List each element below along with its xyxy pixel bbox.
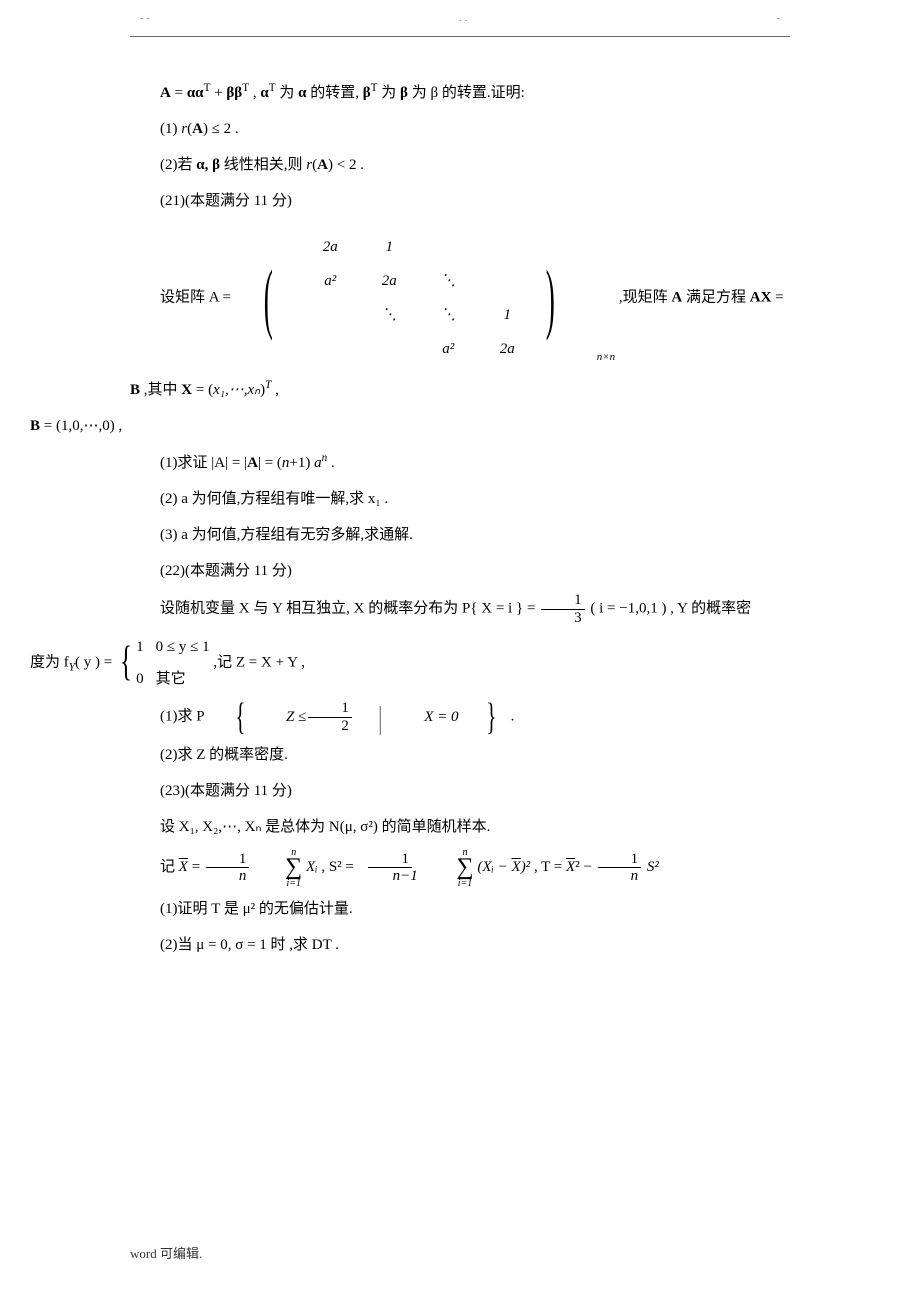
q22-title: (22)(本题满分 11 分) — [130, 556, 790, 586]
f1d: 3 — [541, 610, 585, 627]
q21-p1-c: . — [327, 455, 335, 471]
q20-t2: 的转置, — [306, 85, 362, 101]
hm-mid: . . — [459, 12, 467, 24]
q23-title: (23)(本题满分 11 分) — [130, 776, 790, 806]
q23-p2: (2)当 μ = 0, σ = 1 时 ,求 DT . — [130, 930, 790, 960]
q20-p1: (1) r(A) ≤ 2 . — [130, 114, 790, 144]
pa: (Xᵢ − — [477, 859, 511, 875]
q21-body: 设矩阵 A = ( 2a1 a²2a⋱ ⋱⋱1 a²2a ) n×n ,现矩阵 … — [130, 222, 790, 405]
m44: 2a — [470, 334, 515, 364]
q20-end: 为 β 的转置.证明: — [408, 85, 525, 101]
c2a: 0 — [136, 664, 144, 694]
f1n-d: n — [206, 868, 250, 885]
q23-p1: (1)证明 T 是 μ² 的无偏估计量. — [130, 894, 790, 924]
Ta: , T = — [534, 859, 566, 875]
m14 — [470, 232, 515, 262]
f3d: n — [598, 868, 642, 885]
m31 — [293, 300, 338, 330]
sum1: n∑i=1 — [255, 848, 302, 888]
m33: ⋱ — [411, 300, 456, 330]
s1l: i=1 — [256, 879, 301, 888]
fh-d: 2 — [308, 718, 352, 735]
f3n: 1 — [598, 851, 642, 869]
q21-title: (21)(本题满分 11 分) — [130, 186, 790, 216]
m21: a² — [293, 266, 338, 296]
header-marks: - - . . - — [130, 12, 790, 24]
q20-line1: A = ααT + ββT , αT 为 α 的转置, βT 为 β 为 β 的… — [130, 77, 790, 108]
header-rule — [130, 36, 790, 37]
X-inner: x₁,⋯,xₙ — [213, 382, 260, 398]
m22: 2a — [352, 266, 397, 296]
q21-pre: 设矩阵 A = — [160, 289, 235, 305]
page: - - . . - A = ααT + ββT , αT 为 α 的转置, βT… — [0, 0, 920, 1302]
hm-left: - - — [140, 12, 150, 24]
prob-brace: { Z ≤ 12 | X = 0 } — [208, 700, 507, 734]
m32: ⋱ — [352, 300, 397, 330]
q21-post-b: , — [271, 382, 279, 398]
m13 — [411, 232, 456, 262]
m12: 1 — [352, 232, 397, 262]
matrix-A: ( 2a1 a²2a⋱ ⋱⋱1 a²2a ) n×n — [235, 228, 615, 368]
q22-l1a: 设随机变量 X 与 Y 相互独立, X 的概率分布为 P{ X = i } = — [160, 600, 539, 616]
m11: 2a — [293, 232, 338, 262]
m24 — [470, 266, 515, 296]
f1n: 1 — [541, 592, 585, 610]
content: A = ααT + ββT , αT 为 α 的转置, βT 为 β 为 β 的… — [130, 77, 790, 960]
Tb: ² − — [575, 859, 595, 875]
sup-T4: T — [371, 82, 378, 94]
c1a: 1 — [136, 632, 144, 662]
cases: { 10 ≤ y ≤ 1 0其它 — [116, 632, 210, 694]
q22-p1c: . — [511, 709, 515, 725]
q23-l2: 记 X = 1n n∑i=1 Xᵢ , S² = 1n−1 n∑i=1 (Xᵢ … — [130, 848, 790, 888]
s2l: i=1 — [428, 879, 473, 888]
q21-p2: (2) a 为何值,方程组有唯一解,求 x₁ . — [130, 484, 790, 514]
sup-T3: T — [269, 82, 276, 94]
q20-t1: 为 — [276, 85, 299, 101]
q22-l2a: 度为 f — [30, 654, 69, 670]
eq1: = — [192, 859, 204, 875]
matrix-sub: n×n — [567, 346, 615, 368]
c1b: 0 ≤ y ≤ 1 — [156, 632, 210, 662]
q21-p1: (1)求证 |A| = |A| = (n+1) an . — [130, 447, 790, 478]
q21-p3: (3) a 为何值,方程组有无穷多解,求通解. — [130, 520, 790, 550]
m42 — [352, 334, 397, 364]
q22-l1: 设随机变量 X 与 Y 相互独立, X 的概率分布为 P{ X = i } = … — [130, 592, 790, 626]
q20-t3: 为 — [378, 85, 401, 101]
pb-b: X = 0 — [394, 702, 458, 732]
f2d: n−1 — [360, 868, 421, 885]
m34: 1 — [470, 300, 515, 330]
q22-l1b: ( i = −1,0,1 ) , Y 的概率密 — [590, 600, 751, 616]
q22-l2b: ( y ) = — [75, 654, 116, 670]
sum2: n∑i=1 — [427, 848, 474, 888]
q22-l2c: ,记 Z = X + Y , — [213, 654, 305, 670]
q22-l2: 度为 fY( y ) = { 10 ≤ y ≤ 1 0其它 ,记 Z = X +… — [30, 632, 790, 694]
hm-right: - — [776, 12, 780, 24]
q23-l1: 设 X₁, X₂,⋯, Xₙ 是总体为 N(μ, σ²) 的简单随机样本. — [130, 812, 790, 842]
footer-text: word 可编辑. — [130, 1243, 202, 1262]
m41 — [293, 334, 338, 364]
q20-p2: (2)若 α, β 线性相关,则 r(A) < 2 . — [130, 150, 790, 180]
q22-p2: (2)求 Z 的概率密度. — [130, 740, 790, 770]
fh-n: 1 — [308, 700, 352, 718]
S2a: , S² = — [321, 859, 357, 875]
pb: )² — [521, 859, 531, 875]
Xi1: Xᵢ — [306, 859, 318, 875]
q21-p1-a: (1)求证 |A| = — [160, 455, 244, 471]
Tc: S² — [647, 859, 659, 875]
m43: a² — [411, 334, 456, 364]
q22-p1: (1)求 P { Z ≤ 12 | X = 0 } . — [130, 700, 790, 734]
f1n-n: 1 — [206, 851, 250, 869]
q23-l2a: 记 — [160, 859, 179, 875]
f2n: 1 — [368, 851, 412, 869]
B-eq: = (1,0,⋯,0) , — [40, 418, 122, 434]
c2b: 其它 — [156, 664, 210, 694]
pb-a: Z ≤ — [256, 702, 306, 732]
q21-B: B = (1,0,⋯,0) , — [30, 411, 790, 441]
m23: ⋱ — [411, 266, 456, 296]
q22-p1a: (1)求 P — [160, 709, 204, 725]
